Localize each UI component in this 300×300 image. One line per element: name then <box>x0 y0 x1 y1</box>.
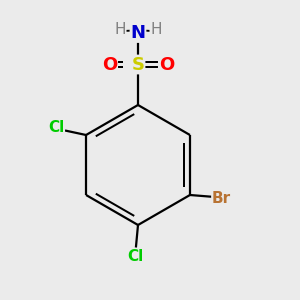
Text: Cl: Cl <box>48 120 64 135</box>
Text: Cl: Cl <box>127 249 143 264</box>
Text: H: H <box>150 22 162 38</box>
Text: N: N <box>130 24 146 42</box>
Text: S: S <box>131 56 145 74</box>
Text: H: H <box>114 22 126 38</box>
Text: Br: Br <box>212 190 231 206</box>
Text: O: O <box>102 56 117 74</box>
Text: O: O <box>159 56 174 74</box>
